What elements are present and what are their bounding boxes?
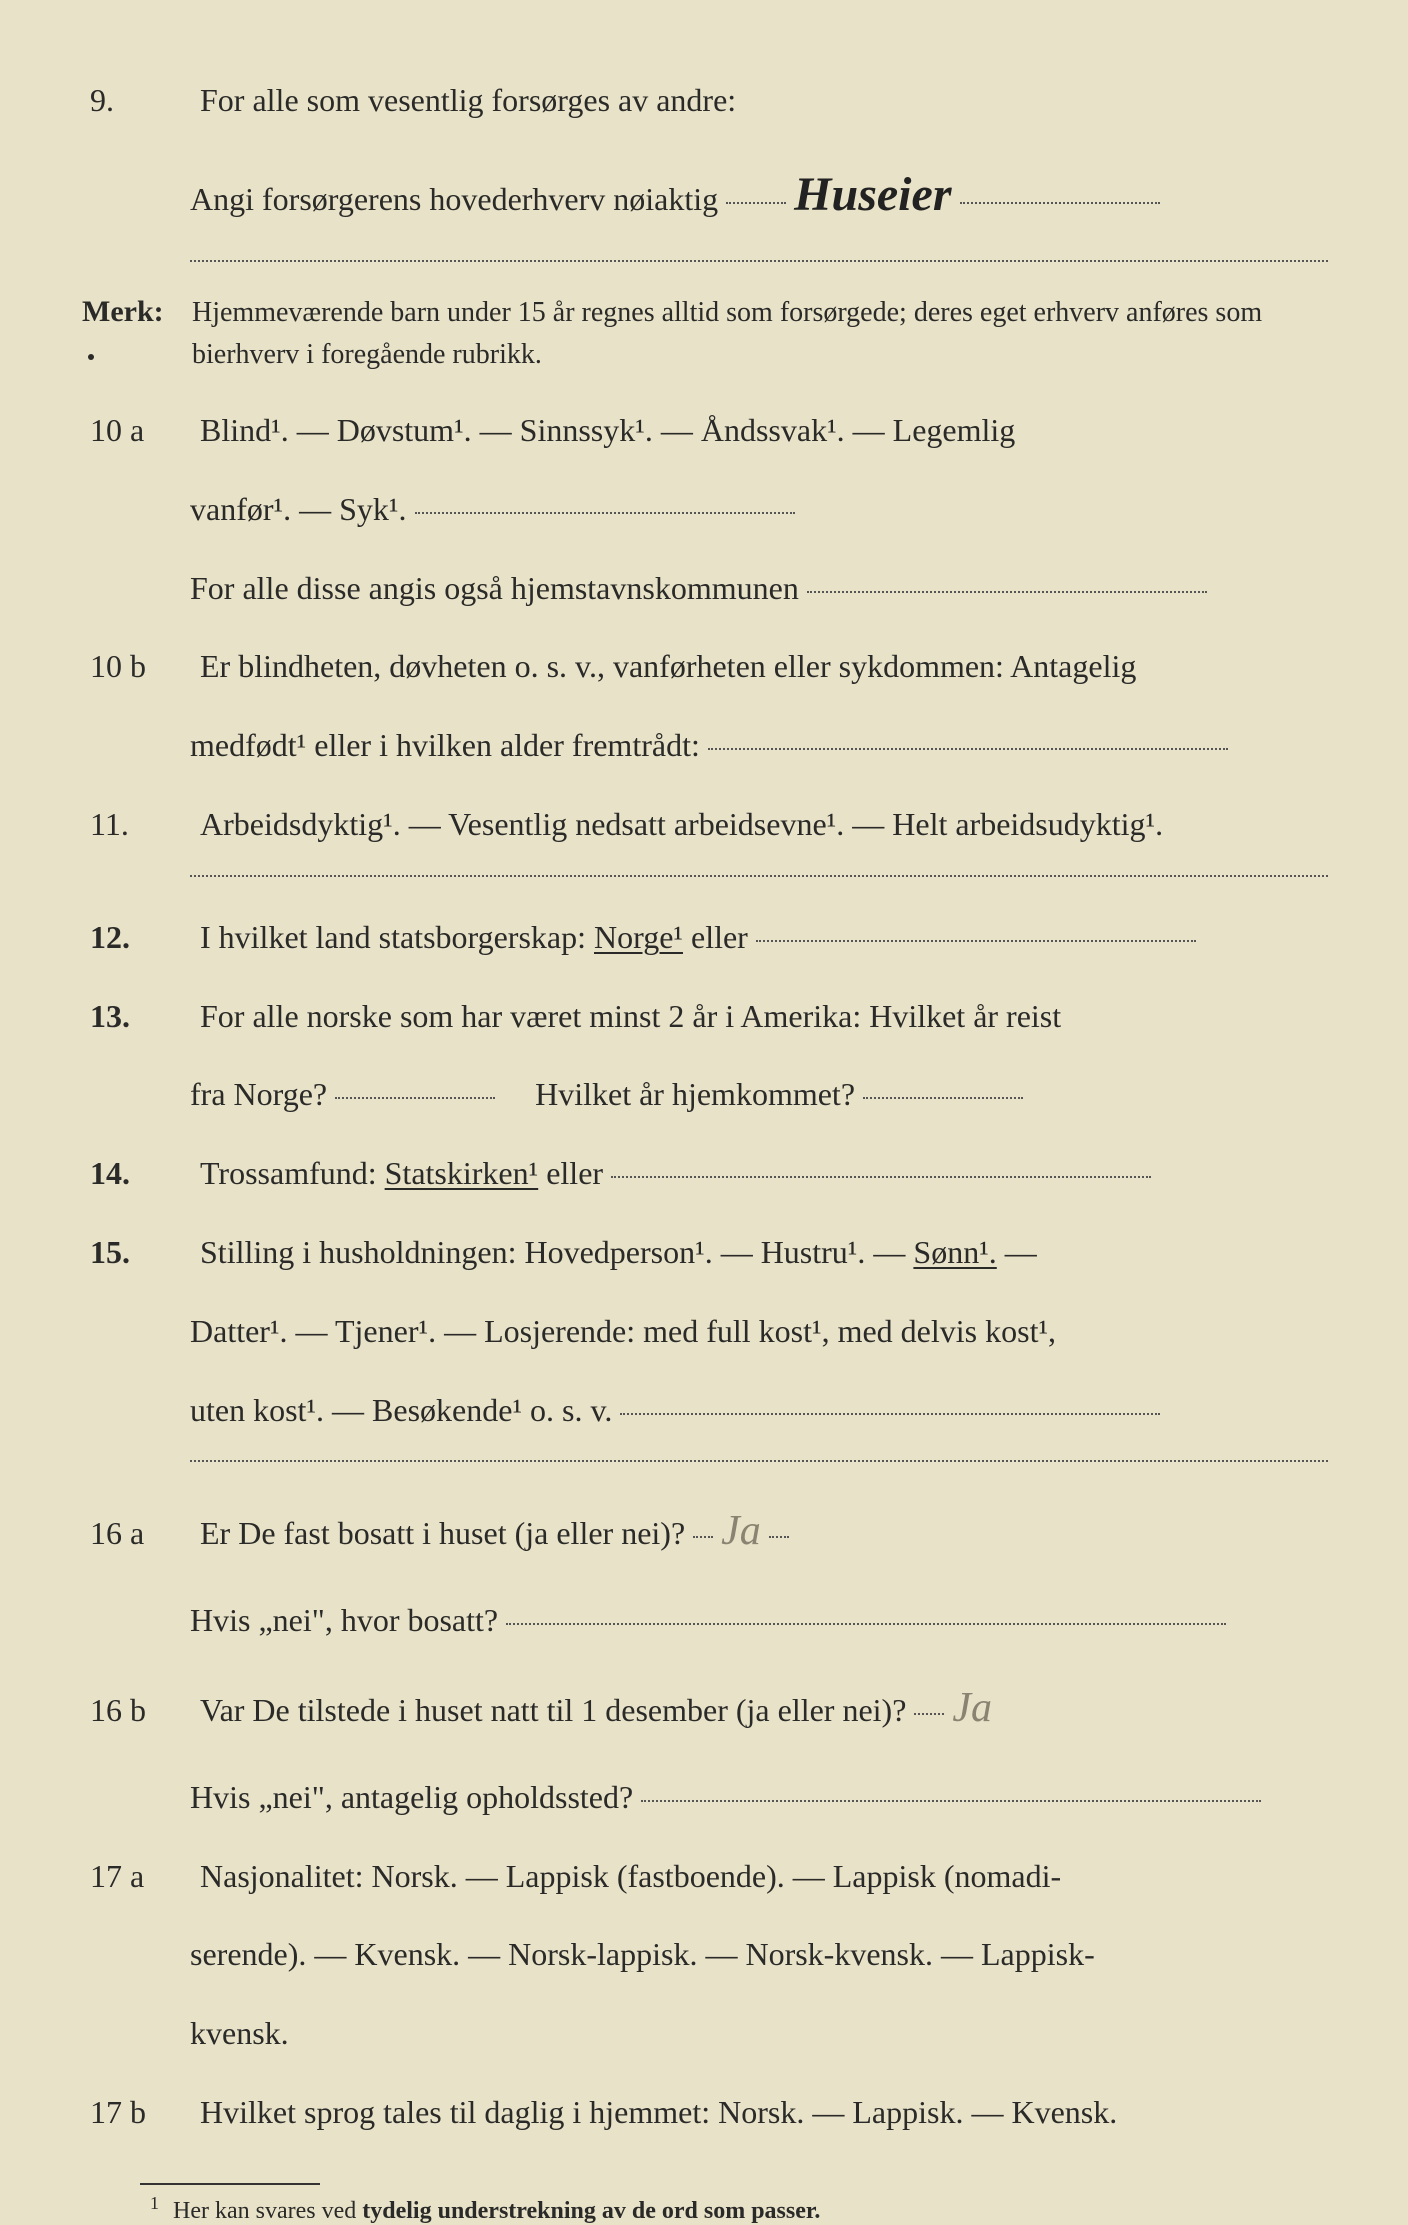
q14-number: 14. [80,1146,200,1200]
dotfill [756,940,1196,942]
question-13: 13. For alle norske som har været minst … [80,986,1328,1047]
q12-content: I hvilket land statsborgerskap: Norge¹ e… [200,907,1328,968]
q13-line2a: fra Norge? [190,1076,327,1112]
q16a-text2: Hvis „nei", hvor bosatt? [190,1602,498,1638]
q14-text-a: Trossamfund: [200,1155,385,1191]
question-14: 14. Trossamfund: Statskirken¹ eller [80,1143,1328,1204]
q16b-number: 16 b [80,1683,200,1737]
q17a-number: 17 a [80,1849,200,1903]
dotfill [807,591,1207,593]
q16b-hand: Ja [952,1685,992,1731]
bullet-icon [88,354,94,360]
question-9: 9. For alle som vesentlig forsørges av a… [80,70,1328,131]
dotfill [620,1413,1160,1415]
dotfill [769,1536,789,1538]
merk-label-text: Merk: [82,295,164,328]
q15-line1b: — [1005,1234,1037,1270]
q17b-text: Hvilket sprog tales til daglig i hjemmet… [200,2082,1328,2143]
q13-line2b: Hvilket år hjemkommet? [535,1076,855,1112]
q17a-line3: kvensk. [80,2003,1328,2064]
footnote-rule [140,2183,320,2185]
question-16b: 16 b Var De tilstede i huset natt til 1 … [80,1669,1328,1749]
question-11: 11. Arbeidsdyktig¹. — Vesentlig nedsatt … [80,794,1328,855]
dotfill [415,512,795,514]
footnote-num: 1 [150,2193,159,2213]
footnote-text-a: Her kan svares ved [173,2198,362,2224]
q9-line2-text: Angi forsørgerens hovederhverv nøiaktig [190,181,718,217]
q13-line1: For alle norske som har været minst 2 år… [200,986,1328,1047]
q14-stat: Statskirken¹ [385,1155,539,1191]
q16b-text1: Var De tilstede i huset natt til 1 desem… [200,1692,906,1728]
q10a-line3-text: For alle disse angis også hjemstavnskomm… [190,570,799,606]
q16b-text2: Hvis „nei", antagelig opholdssted? [190,1779,633,1815]
q16a-line2: Hvis „nei", hvor bosatt? [80,1590,1328,1651]
dotfill [641,1800,1261,1802]
q15-line1a: Stilling i husholdningen: Hovedperson¹. … [200,1234,913,1270]
question-12: 12. I hvilket land statsborgerskap: Norg… [80,907,1328,968]
question-17a: 17 a Nasjonalitet: Norsk. — Lappisk (fas… [80,1846,1328,1907]
footnote: 1 Her kan svares ved tydelig understrekn… [80,2193,1328,2225]
q10b-line2: medfødt¹ eller i hvilken alder fremtrådt… [80,715,1328,776]
question-17b: 17 b Hvilket sprog tales til daglig i hj… [80,2082,1328,2143]
dotfill [708,748,1228,750]
question-16a: 16 a Er De fast bosatt i huset (ja eller… [80,1492,1328,1572]
q12-number: 12. [80,910,200,964]
q16a-hand: Ja [721,1508,761,1554]
merk-note: Merk: Hjemmeværende barn under 15 år reg… [80,292,1328,376]
q16b-line1: Var De tilstede i huset natt til 1 desem… [200,1669,1328,1749]
q16a-number: 16 a [80,1506,200,1560]
dotfill [726,202,786,204]
q16a-text1: Er De fast bosatt i huset (ja eller nei)… [200,1515,685,1551]
q15-line1: Stilling i husholdningen: Hovedperson¹. … [200,1222,1328,1283]
dotfill [611,1176,1151,1178]
dotfill [914,1713,944,1715]
question-15: 15. Stilling i husholdningen: Hovedperso… [80,1222,1328,1283]
q12-text-b: eller [691,919,748,955]
q15-line3-text: uten kost¹. — Besøkende¹ o. s. v. [190,1392,612,1428]
q10a-number: 10 a [80,403,200,457]
q10a-line2-text: vanfør¹. — Syk¹. [190,491,407,527]
merk-text: Hjemmeværende barn under 15 år regnes al… [192,292,1328,376]
q9-line1: For alle som vesentlig forsørges av andr… [200,70,1328,131]
q15-line2: Datter¹. — Tjener¹. — Losjerende: med fu… [80,1301,1328,1362]
q10a-line3: For alle disse angis også hjemstavnskomm… [80,558,1328,619]
q10b-number: 10 b [80,639,200,693]
q9-line2: Angi forsørgerens hovederhverv nøiaktig … [80,149,1328,240]
q10b-line1: Er blindheten, døvheten o. s. v., vanfør… [200,636,1328,697]
footnote-text-b: tydelig understrekning av de ord som pas… [362,2198,820,2224]
q11-number: 11. [80,797,200,851]
q15-sonn: Sønn¹. [913,1234,996,1270]
dotfill [335,1097,495,1099]
q10b-line2-text: medfødt¹ eller i hvilken alder fremtrådt… [190,727,700,763]
divider [190,260,1328,262]
q10a-line2: vanfør¹. — Syk¹. [80,479,1328,540]
q9-number: 9. [80,73,200,127]
q12-text-a: I hvilket land statsborgerskap: [200,919,594,955]
q15-number: 15. [80,1225,200,1279]
q14-text-b: eller [546,1155,603,1191]
q13-line2: fra Norge? Hvilket år hjemkommet? [80,1064,1328,1125]
q12-norge: Norge¹ [594,919,683,955]
merk-label: Merk: [80,295,192,363]
q17a-line1: Nasjonalitet: Norsk. — Lappisk (fastboen… [200,1846,1328,1907]
dotfill [693,1536,713,1538]
divider [190,1460,1328,1462]
q11-text: Arbeidsdyktig¹. — Vesentlig nedsatt arbe… [200,794,1328,855]
q13-number: 13. [80,989,200,1043]
q14-content: Trossamfund: Statskirken¹ eller [200,1143,1328,1204]
q17a-line2: serende). — Kvensk. — Norsk-lappisk. — N… [80,1924,1328,1985]
q16b-line2: Hvis „nei", antagelig opholdssted? [80,1767,1328,1828]
q16a-line1: Er De fast bosatt i huset (ja eller nei)… [200,1492,1328,1572]
q9-handwritten: Huseier [794,168,951,221]
divider [190,875,1328,877]
q17b-number: 17 b [80,2085,200,2139]
q15-line3: uten kost¹. — Besøkende¹ o. s. v. [80,1380,1328,1441]
q10a-line1: Blind¹. — Døvstum¹. — Sinnssyk¹. — Åndss… [200,400,1328,461]
dotfill [960,202,1160,204]
dotfill [506,1623,1226,1625]
question-10a: 10 a Blind¹. — Døvstum¹. — Sinnssyk¹. — … [80,400,1328,461]
question-10b: 10 b Er blindheten, døvheten o. s. v., v… [80,636,1328,697]
dotfill [863,1097,1023,1099]
